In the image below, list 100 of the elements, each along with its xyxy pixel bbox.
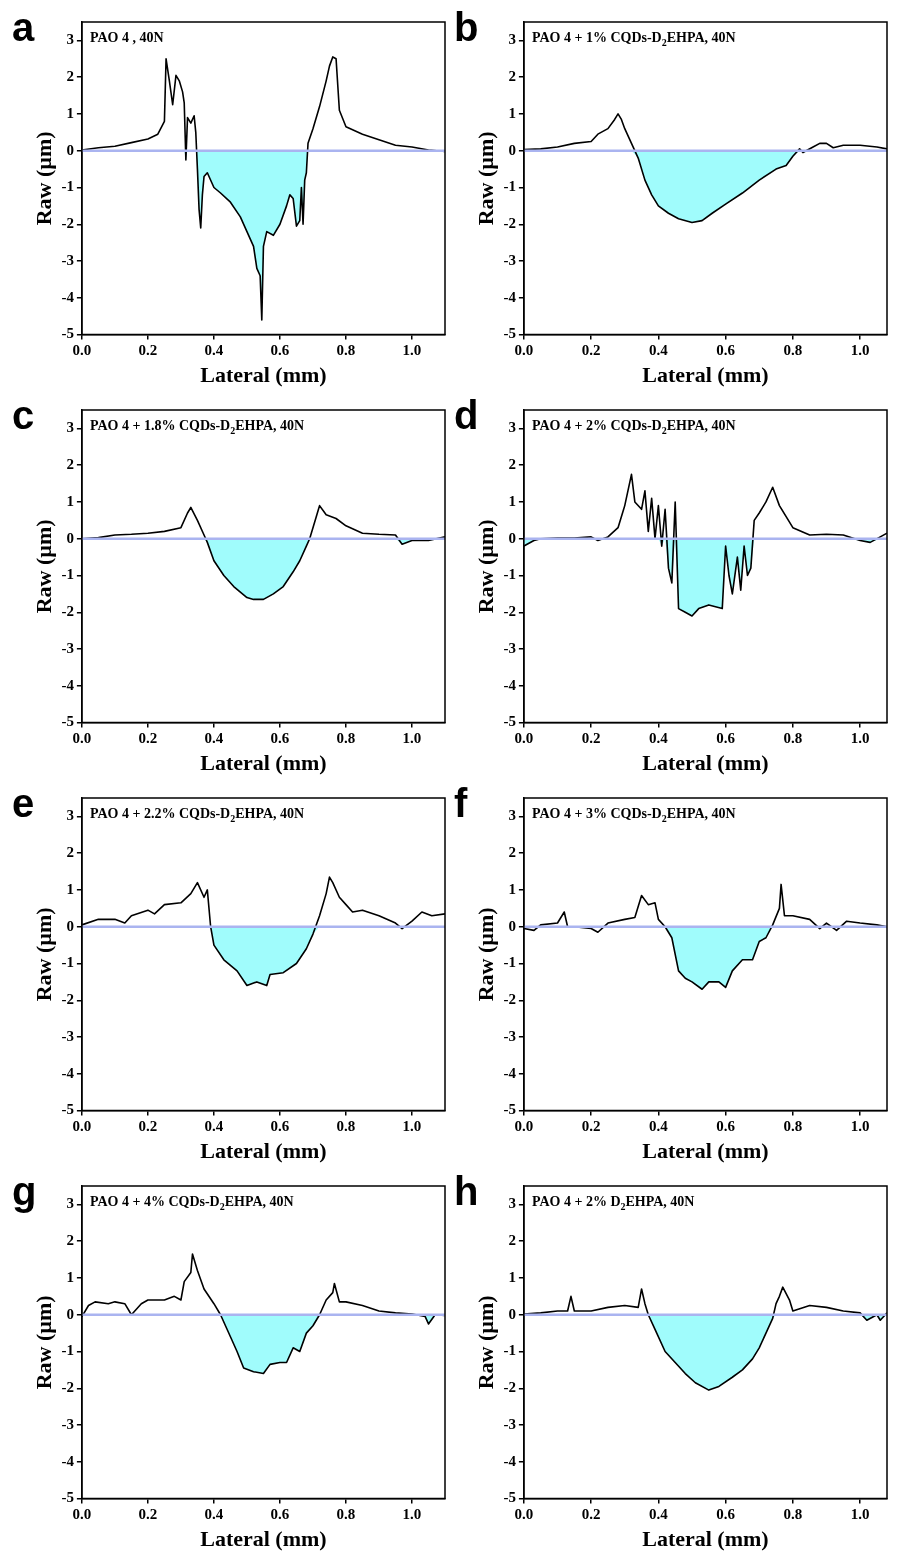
- y-tick-label: -2: [503, 603, 516, 620]
- x-tick-label: 0.6: [716, 1118, 736, 1135]
- y-axis-title: Raw (µm): [30, 907, 56, 1002]
- y-tick-label: 0: [66, 917, 74, 934]
- x-tick-label: 0.6: [716, 342, 736, 359]
- y-tick-label: 1: [66, 104, 74, 121]
- y-tick-label: 3: [508, 31, 516, 48]
- y-axis-title: Raw (µm): [472, 907, 498, 1002]
- x-tick-label: 0.8: [336, 1118, 356, 1135]
- x-axis-title: Lateral (mm): [200, 362, 327, 388]
- y-tick-label: 0: [508, 1305, 516, 1322]
- y-tick-label: -2: [503, 215, 516, 232]
- x-tick-label: 0.4: [204, 1118, 224, 1135]
- x-tick-label: 0.0: [514, 730, 534, 747]
- y-tick-label: 3: [66, 31, 74, 48]
- y-tick-label: 2: [66, 68, 74, 85]
- y-tick-label: -5: [61, 1101, 74, 1118]
- y-tick-label: -1: [61, 1342, 74, 1359]
- x-axis-title: Lateral (mm): [200, 750, 327, 776]
- y-tick-label: -4: [503, 1452, 517, 1469]
- y-axis-title: Raw (µm): [30, 1295, 56, 1390]
- y-tick-label: -3: [61, 1027, 74, 1044]
- text: d: [454, 393, 479, 438]
- x-tick-label: 0.6: [716, 1506, 736, 1523]
- y-tick-label: 1: [508, 880, 516, 897]
- y-tick-label: -3: [61, 251, 74, 268]
- x-tick-label: 0.6: [716, 730, 736, 747]
- x-tick-label: 0.0: [72, 1506, 92, 1523]
- y-tick-label: -5: [61, 1489, 74, 1506]
- y-tick-label: 1: [508, 104, 516, 121]
- y-tick-label: -1: [503, 178, 516, 195]
- y-tick-label: -3: [503, 639, 516, 656]
- x-tick-label: 0.8: [336, 730, 356, 747]
- x-tick-label: 0.4: [204, 730, 224, 747]
- y-tick-label: -1: [503, 1342, 516, 1359]
- x-tick-label: 0.2: [138, 1118, 158, 1135]
- x-tick-label: 1.0: [850, 342, 870, 359]
- y-tick-label: -2: [61, 215, 74, 232]
- y-tick-label: -1: [61, 178, 74, 195]
- y-tick-label: -3: [61, 639, 74, 656]
- x-tick-label: 0.6: [270, 730, 290, 747]
- x-axis-title: Lateral (mm): [642, 362, 769, 388]
- x-tick-label: 0.0: [514, 342, 534, 359]
- y-tick-label: -5: [503, 713, 516, 730]
- y-tick-label: -2: [61, 603, 74, 620]
- y-tick-label: -2: [503, 991, 516, 1008]
- y-axis-title: Raw (µm): [472, 1295, 498, 1390]
- y-tick-label: -4: [503, 288, 517, 305]
- x-tick-label: 1.0: [850, 1118, 870, 1135]
- text: a: [12, 5, 35, 50]
- x-tick-label: 0.2: [138, 730, 158, 747]
- y-tick-label: -4: [503, 676, 517, 693]
- y-tick-label: -3: [503, 251, 516, 268]
- x-tick-label: 0.2: [581, 730, 601, 747]
- x-tick-label: 0.8: [336, 1506, 356, 1523]
- x-axis-title: Lateral (mm): [200, 1526, 327, 1552]
- y-tick-label: -4: [61, 1452, 75, 1469]
- y-tick-label: 0: [508, 529, 516, 546]
- y-tick-label: 0: [66, 1305, 74, 1322]
- y-tick-label: 2: [508, 844, 516, 861]
- x-tick-label: 0.0: [72, 730, 92, 747]
- x-tick-label: 0.2: [581, 342, 601, 359]
- y-tick-label: -5: [503, 1489, 516, 1506]
- x-tick-label: 1.0: [402, 342, 422, 359]
- x-tick-label: 1.0: [402, 1118, 422, 1135]
- x-tick-label: 1.0: [402, 730, 422, 747]
- y-tick-label: 1: [66, 880, 74, 897]
- y-tick-label: -5: [503, 325, 516, 342]
- y-tick-label: 3: [66, 419, 74, 436]
- y-tick-label: -3: [503, 1027, 516, 1044]
- x-tick-label: 0.2: [581, 1118, 601, 1135]
- y-tick-label: -4: [61, 1064, 75, 1081]
- y-tick-label: 3: [508, 807, 516, 824]
- y-tick-label: -1: [61, 566, 74, 583]
- x-tick-label: 0.4: [204, 342, 224, 359]
- y-tick-label: -4: [503, 1064, 517, 1081]
- y-tick-label: -2: [61, 1379, 74, 1396]
- y-tick-label: 2: [66, 456, 74, 473]
- x-axis-title: Lateral (mm): [642, 1526, 769, 1552]
- y-tick-label: 0: [66, 141, 74, 158]
- x-axis-title: Lateral (mm): [200, 1138, 327, 1164]
- y-tick-label: 0: [508, 917, 516, 934]
- x-tick-label: 0.8: [336, 342, 356, 359]
- y-tick-label: -2: [503, 1379, 516, 1396]
- y-tick-label: -3: [503, 1415, 516, 1432]
- x-axis-title: Lateral (mm): [642, 750, 769, 776]
- x-tick-label: 0.8: [783, 1118, 803, 1135]
- y-tick-label: -1: [503, 566, 516, 583]
- x-tick-label: 0.0: [72, 342, 92, 359]
- x-tick-label: 0.8: [783, 1506, 803, 1523]
- y-tick-label: 3: [508, 1195, 516, 1212]
- text: PAO 4 , 40N: [89, 30, 164, 45]
- y-tick-label: 3: [508, 419, 516, 436]
- text: e: [12, 781, 35, 826]
- y-axis-title: Raw (µm): [30, 519, 56, 614]
- y-tick-label: 0: [508, 141, 516, 158]
- y-tick-label: 1: [66, 492, 74, 509]
- x-tick-label: 0.0: [514, 1506, 534, 1523]
- x-tick-label: 0.2: [581, 1506, 601, 1523]
- x-tick-label: 0.2: [138, 1506, 158, 1523]
